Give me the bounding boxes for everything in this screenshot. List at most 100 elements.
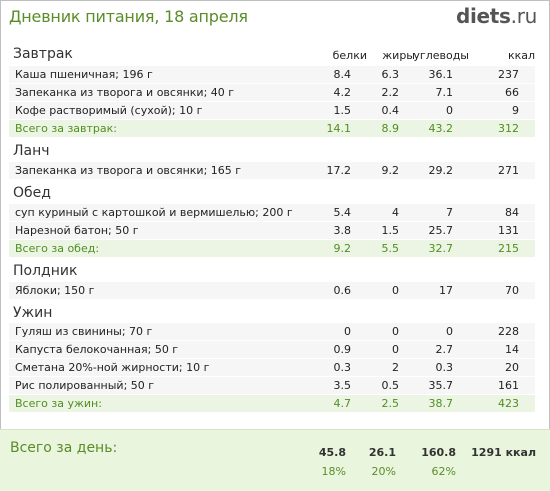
protein-value: 0.6 (333, 284, 352, 297)
protein-value: 4.2 (333, 86, 352, 99)
meal-heading-breakfast: Завтрак (13, 46, 73, 62)
col-protein-header: белки (332, 49, 367, 62)
fat-value: 0 (392, 325, 399, 338)
kcal-value: 131 (498, 224, 519, 237)
table-row: суп куриный с картошкой и вермишелью; 20… (9, 204, 535, 221)
day-protein-percent: 18% (321, 465, 346, 478)
kcal-value: 9 (512, 104, 519, 117)
fat-value: 0 (392, 284, 399, 297)
fat-value: 1.5 (381, 224, 400, 237)
meal-total-label: Всего за ужин: (15, 397, 102, 410)
protein-value: 1.5 (333, 104, 352, 117)
day-carbs-value: 160.8 (421, 446, 456, 459)
carbs-value: 2.7 (435, 343, 454, 356)
carbs-value: 0.3 (435, 361, 454, 374)
protein-value: 17.2 (326, 164, 352, 177)
food-name: Кофе растворимый (сухой); 10 г (15, 104, 203, 117)
fat-value: 0 (392, 343, 399, 356)
protein-value: 8.4 (333, 68, 352, 81)
food-name: Запеканка из творога и овсянки; 165 г (15, 164, 242, 177)
food-name: Запеканка из творога и овсянки; 40 г (15, 86, 235, 99)
table-row: Сметана 20%-ной жирности; 10 г 0.3 2 0.3… (9, 359, 535, 376)
day-fat-percent: 20% (371, 465, 396, 478)
protein-value: 4.7 (333, 397, 352, 410)
fat-value: 2.2 (381, 86, 400, 99)
col-fat-header: жиры (382, 49, 415, 62)
meal-total-label: Всего за обед: (15, 242, 100, 255)
meal-heading-dinner: Обед (13, 185, 51, 201)
col-carbs-header: углеводы (413, 49, 469, 62)
carbs-value: 25.7 (428, 224, 454, 237)
protein-value: 9.2 (333, 242, 352, 255)
fat-value: 5.5 (381, 242, 400, 255)
day-total-label: Всего за день: (10, 440, 118, 456)
food-name: Гуляш из свинины; 70 г (15, 325, 153, 338)
protein-value: 0.3 (333, 361, 352, 374)
table-row: Кофе растворимый (сухой); 10 г 1.5 0.4 0… (9, 102, 535, 119)
protein-value: 3.5 (333, 379, 352, 392)
food-name: суп куриный с картошкой и вермишелью; 20… (15, 206, 293, 219)
carbs-value: 7 (446, 206, 453, 219)
table-row: Нарезной батон; 50 г 3.8 1.5 25.7 131 (9, 222, 535, 239)
kcal-value: 312 (498, 122, 519, 135)
meal-total-row: Всего за обед: 9.2 5.5 32.7 215 (9, 240, 535, 257)
column-headers: белки жиры углеводы ккал (1, 49, 550, 63)
day-carbs-percent: 62% (431, 465, 456, 478)
site-logo[interactable]: diets.ru (456, 4, 537, 28)
table-row: Запеканка из творога и овсянки; 40 г 4.2… (9, 84, 535, 101)
logo-tld: .ru (510, 4, 538, 28)
food-name: Сметана 20%-ной жирности; 10 г (15, 361, 210, 374)
kcal-value: 84 (505, 206, 519, 219)
fat-value: 6.3 (381, 68, 400, 81)
day-fat-value: 26.1 (368, 446, 396, 459)
fat-value: 0.4 (381, 104, 400, 117)
protein-value: 3.8 (333, 224, 352, 237)
carbs-value: 0 (446, 104, 453, 117)
table-row: Гуляш из свинины; 70 г 0 0 0 228 (9, 323, 535, 340)
table-row: Рис полированный; 50 г 3.5 0.5 35.7 161 (9, 377, 535, 394)
carbs-value: 0 (446, 325, 453, 338)
fat-value: 2 (392, 361, 399, 374)
meal-heading-lunch: Ланч (13, 143, 50, 159)
table-row: Каша пшеничная; 196 г 8.4 6.3 36.1 237 (9, 66, 535, 83)
kcal-value: 161 (498, 379, 519, 392)
kcal-value: 14 (505, 343, 519, 356)
kcal-value: 20 (505, 361, 519, 374)
table-row: Яблоки; 150 г 0.6 0 17 70 (9, 282, 535, 299)
carbs-value: 29.2 (428, 164, 454, 177)
logo-main: diets (455, 4, 511, 28)
day-total-panel: Всего за день: 45.8 26.1 160.8 1291 ккал… (0, 429, 550, 491)
table-row: Запеканка из творога и овсянки; 165 г 17… (9, 162, 535, 179)
carbs-value: 36.1 (428, 68, 454, 81)
carbs-value: 38.7 (428, 397, 454, 410)
food-name: Рис полированный; 50 г (15, 379, 155, 392)
table-row: Капуста белокочанная; 50 г 0.9 0 2.7 14 (9, 341, 535, 358)
fat-value: 4 (392, 206, 399, 219)
kcal-value: 423 (498, 397, 519, 410)
col-kcal-header: ккал (507, 49, 535, 62)
kcal-value: 228 (498, 325, 519, 338)
carbs-value: 43.2 (428, 122, 454, 135)
day-kcal-value: 1291 ккал (471, 446, 536, 459)
protein-value: 14.1 (326, 122, 352, 135)
protein-value: 0.9 (333, 343, 352, 356)
meal-heading-supper: Ужин (13, 305, 53, 321)
carbs-value: 35.7 (428, 379, 454, 392)
protein-value: 0 (344, 325, 351, 338)
kcal-value: 66 (505, 86, 519, 99)
day-protein-value: 45.8 (318, 446, 346, 459)
fat-value: 8.9 (381, 122, 400, 135)
kcal-value: 271 (498, 164, 519, 177)
food-name: Нарезной батон; 50 г (15, 224, 139, 237)
fat-value: 0.5 (381, 379, 400, 392)
protein-value: 5.4 (333, 206, 352, 219)
page-title: Дневник питания, 18 апреля (9, 7, 248, 26)
kcal-value: 70 (505, 284, 519, 297)
carbs-value: 7.1 (435, 86, 454, 99)
meal-total-label: Всего за завтрак: (15, 122, 118, 135)
fat-value: 9.2 (381, 164, 400, 177)
meal-total-row: Всего за ужин: 4.7 2.5 38.7 423 (9, 395, 535, 412)
food-name: Капуста белокочанная; 50 г (15, 343, 179, 356)
kcal-value: 237 (498, 68, 519, 81)
